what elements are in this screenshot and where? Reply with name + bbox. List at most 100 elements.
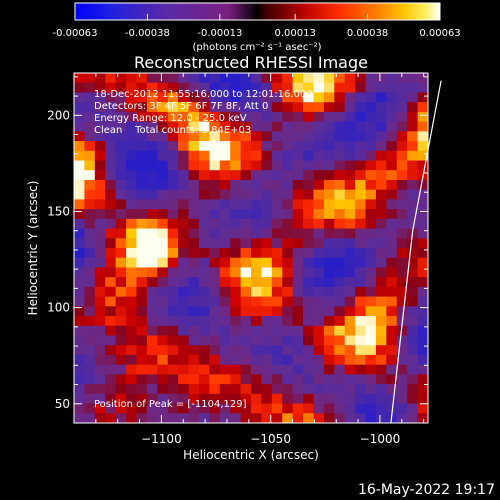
heatmap-cell	[344, 306, 356, 317]
heatmap-cell	[74, 228, 86, 239]
heatmap-cell	[355, 393, 367, 405]
heatmap-cell	[84, 189, 96, 200]
heatmap-cell	[105, 277, 117, 288]
heatmap-cell	[375, 316, 387, 327]
heatmap-cell	[303, 82, 315, 94]
heatmap-cell	[209, 82, 221, 94]
heatmap-cell	[219, 92, 231, 103]
heatmap-cell	[178, 141, 190, 152]
heatmap-cell	[136, 354, 148, 366]
heatmap-cell	[282, 248, 294, 259]
heatmap-cell	[136, 296, 148, 307]
y-axis-label: Heliocentric Y (arcsec)	[26, 181, 40, 316]
heatmap-cell	[334, 354, 346, 366]
heatmap-cell	[84, 325, 96, 337]
heatmap-cell	[303, 257, 315, 269]
heatmap-cell	[355, 384, 367, 395]
heatmap-cell	[303, 403, 315, 414]
heatmap-cell	[167, 228, 179, 239]
heatmap-cell	[157, 170, 169, 181]
heatmap-cell	[136, 121, 148, 132]
heatmap-cell	[344, 248, 356, 259]
heatmap-cell	[323, 286, 335, 298]
heatmap-cell	[136, 131, 148, 142]
heatmap-cell	[396, 199, 408, 210]
heatmap-cell	[219, 393, 231, 405]
heatmap-cell	[74, 73, 86, 84]
heatmap-cell	[115, 277, 127, 288]
heatmap-cell	[261, 179, 273, 191]
heatmap-cell	[407, 199, 419, 210]
heatmap-cell	[282, 228, 294, 239]
heatmap-cell	[209, 102, 221, 113]
heatmap-cell	[251, 374, 263, 385]
heatmap-cell	[105, 286, 117, 298]
heatmap-cell	[334, 393, 346, 405]
heatmap-cell	[261, 92, 273, 103]
heatmap-cell	[178, 209, 190, 220]
heatmap-cell	[126, 296, 138, 307]
heatmap-cell	[198, 354, 210, 366]
heatmap-cell	[74, 121, 86, 132]
heatmap-cell	[365, 286, 377, 298]
heatmap-cell	[167, 335, 179, 346]
heatmap-cell	[115, 238, 127, 249]
heatmap-cell	[94, 306, 106, 317]
heatmap-cell	[251, 364, 263, 375]
heatmap-cell	[105, 364, 117, 375]
heatmap-cell	[303, 228, 315, 239]
heatmap-cell	[115, 354, 127, 366]
heatmap-cell	[230, 277, 242, 288]
heatmap-cell	[178, 92, 190, 103]
heatmap-cell	[240, 238, 252, 249]
heatmap-cell	[105, 82, 117, 94]
heatmap-cell	[230, 257, 242, 269]
heatmap-cell	[292, 286, 304, 298]
heatmap-cell	[261, 170, 273, 181]
heatmap-cell	[84, 286, 96, 298]
heatmap-cell	[407, 82, 419, 94]
heatmap-cell	[167, 160, 179, 171]
heatmap-cell	[157, 160, 169, 171]
heatmap-cell	[407, 160, 419, 171]
heatmap-cell	[251, 141, 263, 152]
heatmap-cell	[282, 316, 294, 327]
heatmap-cell	[251, 306, 263, 317]
heatmap-cell	[188, 150, 200, 162]
heatmap-cell	[261, 73, 273, 84]
heatmap-cell	[323, 160, 335, 171]
heatmap-cell	[292, 413, 304, 423]
heatmap-cell	[94, 209, 106, 220]
heatmap-cell	[178, 345, 190, 356]
heatmap-cell	[251, 354, 263, 366]
heatmap-cell	[303, 170, 315, 181]
heatmap-cell	[282, 92, 294, 103]
heatmap-cell	[323, 374, 335, 385]
heatmap-cell	[313, 403, 325, 414]
heatmap-cell	[375, 384, 387, 395]
heatmap-cell	[146, 306, 158, 317]
heatmap-cell	[417, 364, 428, 375]
heatmap-cell	[178, 218, 190, 230]
heatmap-cell	[282, 325, 294, 337]
heatmap-cell	[355, 199, 367, 210]
heatmap-cell	[178, 335, 190, 346]
heatmap-cell	[157, 209, 169, 220]
heatmap-cell	[178, 248, 190, 259]
heatmap-cell	[271, 374, 283, 385]
heatmap-cell	[240, 257, 252, 269]
heatmap-cell	[188, 335, 200, 346]
heatmap-cell	[136, 189, 148, 200]
heatmap-cell	[115, 189, 127, 200]
heatmap-cell	[94, 82, 106, 94]
heatmap-cell	[198, 316, 210, 327]
heatmap-cell	[94, 354, 106, 366]
heatmap-cell	[303, 141, 315, 152]
heatmap-cell	[386, 238, 398, 249]
heatmap-cell	[313, 160, 325, 171]
heatmap-cell	[84, 150, 96, 162]
heatmap-cell	[230, 73, 242, 84]
heatmap-cell	[126, 286, 138, 298]
heatmap-cell	[344, 393, 356, 405]
heatmap-cell	[313, 209, 325, 220]
